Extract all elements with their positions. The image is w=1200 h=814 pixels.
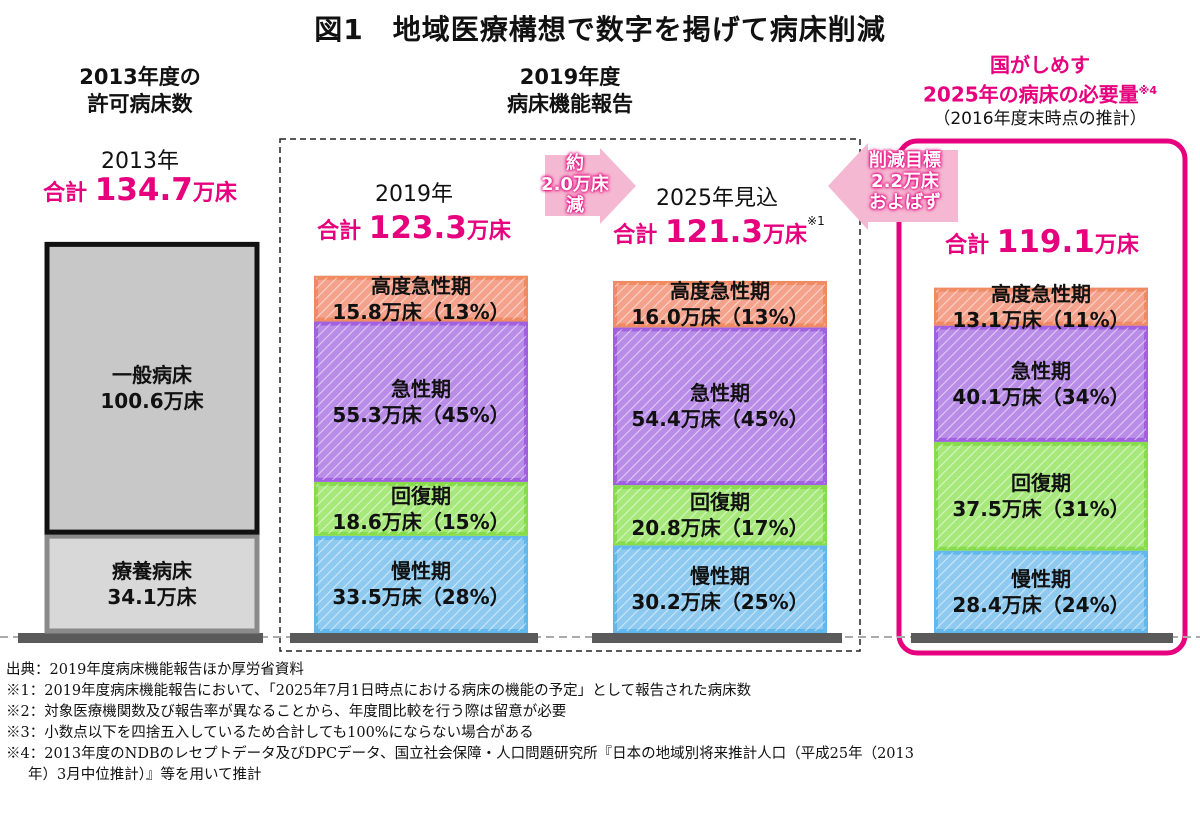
segment-label: 回復期 37.5万床（31%） xyxy=(926,470,1156,522)
segment-label: 回復期 18.6万床（15%） xyxy=(306,483,536,535)
segment-name: 回復期 xyxy=(1011,471,1071,496)
segment-value: 37.5万床（31%） xyxy=(952,497,1130,522)
note-3: ※3：小数点以下を四捨五入しているため合計しても100%にならない場合がある xyxy=(6,725,534,741)
header-2013-line2: 許可病床数 xyxy=(87,92,193,116)
segment-name: 慢性期 xyxy=(690,564,750,589)
frame-2019 xyxy=(279,138,861,652)
header-2019-line2: 病床機能報告 xyxy=(507,92,633,116)
segment-value: 55.3万床（45%） xyxy=(332,402,510,427)
bar-segment-hatch xyxy=(615,329,825,484)
bar-segment-ryoyo xyxy=(44,533,260,634)
ground-pad xyxy=(18,633,263,643)
segment-label: 回復期 20.8万床（17%） xyxy=(605,489,835,541)
year-label-2025-forecast: 2025年見込 xyxy=(656,186,778,211)
segment-name: 回復期 xyxy=(391,483,451,508)
segment-label: 急性期 54.4万床（45%） xyxy=(605,380,835,432)
segment-label: 急性期 40.1万床（34%） xyxy=(926,358,1156,410)
note-2: ※2：対象医療機関数及び報告率が異なることから、年度間比較を行う際は留意が必要 xyxy=(6,704,567,720)
year-label-2019: 2019年 xyxy=(375,182,453,207)
total-2025-required: 合計 119.1万床 xyxy=(945,224,1139,260)
ground-pad xyxy=(911,633,1173,643)
note-source: 出典：2019年度病床機能報告ほか厚労省資料 xyxy=(6,662,304,678)
segment-name: 急性期 xyxy=(690,381,750,406)
segment-label: 一般病床 100.6万床 xyxy=(37,362,267,414)
bar-segment-general xyxy=(44,241,260,535)
segment-label: 慢性期 33.5万床（28%） xyxy=(306,558,536,610)
header-2025-line2: 2025年の病床の必要量※4 xyxy=(922,82,1158,107)
note-4-cont: 年）3月中位推計）』等を用いて推計 xyxy=(28,767,262,783)
segment-value: 18.6万床（15%） xyxy=(332,509,510,534)
segment-value: 20.8万床（17%） xyxy=(631,516,809,541)
total-2019: 合計 123.3万床 xyxy=(317,210,511,246)
segment-value: 13.1万床（11%） xyxy=(952,307,1130,332)
bar-segment-hatch xyxy=(615,282,825,326)
notes: 出典：2019年度病床機能報告ほか厚労省資料 ※1：2019年度病床機能報告にお… xyxy=(6,660,1196,786)
decrease-arrow xyxy=(545,148,636,224)
segment-name: 回復期 xyxy=(690,490,750,515)
bar-segment-hatch xyxy=(316,537,526,631)
bar-segment-hatch xyxy=(316,277,526,320)
segment-name: 急性期 xyxy=(391,376,451,401)
segment-name: 慢性期 xyxy=(1011,566,1071,591)
segment-name: 一般病床 xyxy=(112,363,192,388)
header-2025-line1: 国がしめす xyxy=(990,53,1090,77)
header-2013-line1: 2013年度の xyxy=(79,65,201,89)
segment-name: 慢性期 xyxy=(391,559,451,584)
ground-pad xyxy=(592,633,842,643)
bar-segment-hatch xyxy=(936,289,1146,324)
segment-label: 高度急性期 13.1万床（11%） xyxy=(926,281,1156,333)
segment-name: 急性期 xyxy=(1011,358,1071,383)
total-2013: 合計 134.7万床 xyxy=(43,172,237,208)
segment-label: 急性期 55.3万床（45%） xyxy=(306,376,536,428)
target-arrow-label: 削減目標 2.2万床 およばず xyxy=(869,150,941,213)
header-2019: 2019年度 病床機能報告 xyxy=(460,64,680,118)
segment-value: 34.1万床 xyxy=(107,584,197,609)
bar-segment-hatch xyxy=(316,483,526,534)
note-4: ※4：2013年度のNDBのレセプトデータ及びDPCデータ、国立社会保障・人口問… xyxy=(6,746,914,762)
segment-value: 15.8万床（13%） xyxy=(332,299,510,324)
bar-segment-hatch xyxy=(936,443,1146,549)
segment-name: 高度急性期 xyxy=(371,273,471,298)
segment-label: 慢性期 30.2万床（25%） xyxy=(605,563,835,615)
frame-2025 xyxy=(896,138,1188,656)
note-mark-4: ※4 xyxy=(1138,84,1158,97)
bar-segment-hatch xyxy=(615,487,825,544)
segment-value: 100.6万床 xyxy=(100,389,204,414)
segment-value: 54.4万床（45%） xyxy=(631,407,809,432)
segment-label: 高度急性期 15.8万床（13%） xyxy=(306,273,536,325)
segment-name: 療養病床 xyxy=(112,558,192,583)
segment-label: 療養病床 34.1万床 xyxy=(37,558,267,610)
ground-pad xyxy=(290,633,538,643)
segment-value: 30.2万床（25%） xyxy=(631,590,809,615)
total-2025-forecast: 合計 121.3万床※1 xyxy=(613,214,825,250)
bar-segment-hatch xyxy=(936,552,1146,631)
decrease-arrow-label: 約 2.0万床 減 xyxy=(541,153,609,216)
header-2025-line3: （2016年度末時点の推計） xyxy=(933,108,1147,129)
bar-segment-hatch xyxy=(316,323,526,480)
page-title: 図1 地域医療構想で数字を掲げて病床削減 xyxy=(314,13,886,46)
segment-name: 高度急性期 xyxy=(670,279,770,304)
header-2019-line1: 2019年度 xyxy=(519,65,621,89)
segment-value: 40.1万床（34%） xyxy=(952,384,1130,409)
year-label-2013: 2013年 xyxy=(101,149,179,174)
bar-segment-hatch xyxy=(615,547,825,631)
segment-value: 28.4万床（24%） xyxy=(952,592,1130,617)
segment-value: 16.0万床（13%） xyxy=(631,305,809,330)
target-arrow xyxy=(828,143,958,230)
bar-segment-hatch xyxy=(936,327,1146,440)
segment-label: 高度急性期 16.0万床（13%） xyxy=(605,278,835,330)
segment-name: 高度急性期 xyxy=(991,281,1091,306)
header-2013: 2013年度の 許可病床数 xyxy=(40,64,240,118)
header-2025: 国がしめす 2025年の病床の必要量※4 （2016年度末時点の推計） xyxy=(880,52,1200,130)
note-1: ※1：2019年度病床機能報告において、「2025年7月1日時点における病床の機… xyxy=(6,683,752,699)
segment-label: 慢性期 28.4万床（24%） xyxy=(926,566,1156,618)
segment-value: 33.5万床（28%） xyxy=(332,585,510,610)
